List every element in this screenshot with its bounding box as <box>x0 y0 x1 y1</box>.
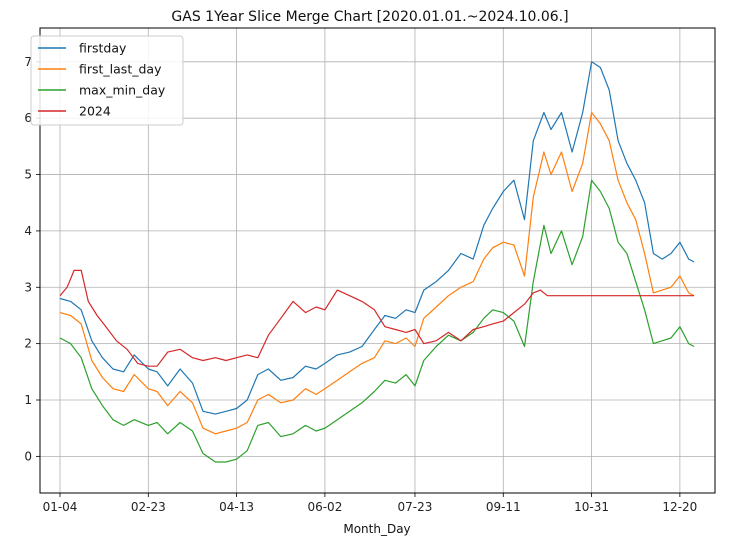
chart-title: GAS 1Year Slice Merge Chart [2020.01.01.… <box>171 9 568 25</box>
legend-label: first_last_day <box>79 62 162 77</box>
y-tick-label: 1 <box>24 393 32 407</box>
x-tick-label: 12-20 <box>662 500 697 514</box>
x-tick-label: 01-04 <box>43 500 78 514</box>
x-tick-label: 04-13 <box>219 500 254 514</box>
y-tick-label: 2 <box>24 337 32 351</box>
series-line-firstday <box>59 61 695 415</box>
series-line-max-min-day <box>59 179 695 463</box>
series-line-2024 <box>59 269 694 367</box>
legend-label: firstday <box>79 41 127 56</box>
plot-frame <box>39 27 716 494</box>
y-tick-label: 0 <box>24 449 32 463</box>
legend-box <box>30 35 184 126</box>
y-tick-label: 6 <box>24 111 32 125</box>
y-tick-label: 7 <box>24 55 32 69</box>
x-tick-label: 09-11 <box>486 500 521 514</box>
x-axis: 01-04 02-23 04-13 06-02 07-23 09-11 10-31 12-20 <box>43 493 697 514</box>
x-tick-label: 07-23 <box>398 500 433 514</box>
y-tick-label: 3 <box>24 280 32 294</box>
legend-label: 2024 <box>79 104 111 119</box>
series-lines <box>59 61 695 463</box>
legend-label: max_min_day <box>79 83 166 98</box>
grid <box>40 28 715 493</box>
x-tick-label: 06-02 <box>307 500 342 514</box>
y-tick-label: 5 <box>24 168 32 182</box>
legend: firstday first_last_day max_min_day 2024 <box>30 35 184 126</box>
y-tick-label: 4 <box>24 224 32 238</box>
x-tick-label: 10-31 <box>574 500 609 514</box>
x-axis-title: Month_Day <box>343 522 410 536</box>
x-tick-label: 02-23 <box>131 500 166 514</box>
series-line-first-last-day <box>59 111 695 435</box>
